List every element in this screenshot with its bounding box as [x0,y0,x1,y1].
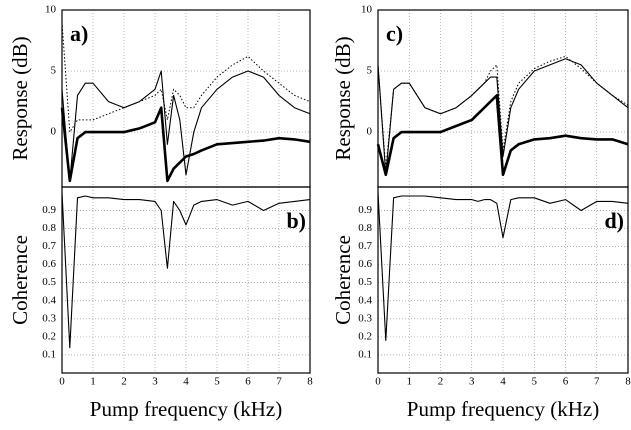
y-tick-label: 0 [367,126,373,138]
y-tick-label: 0.6 [42,258,56,270]
y-tick-label: 0.6 [358,258,372,270]
data-line [61,70,311,182]
y-tick-label: 0.4 [358,294,372,306]
y-tick-label: 0.1 [42,348,56,360]
x-tick-label: 7 [594,376,600,388]
x-tick-label: 8 [307,376,313,388]
data-line [377,55,629,170]
data-line [61,192,311,349]
x-tick-label: 2 [438,376,444,388]
x-tick-label: 1 [90,376,96,388]
data-line [376,94,629,177]
data-line [60,106,311,183]
y-tick-label: 0.3 [358,312,372,324]
x-tick-label: 4 [183,376,189,388]
y-tick-label: 0.4 [42,294,56,306]
data-line [377,58,629,176]
plot-frame [377,186,629,374]
y-tick-label: 0.3 [42,312,56,324]
x-tick-label: 7 [276,376,282,388]
panel-label: b) [286,208,306,233]
y-tick-label: 10 [45,4,57,16]
y-axis-label: Response (dB) [8,36,32,160]
x-tick-label: 0 [59,376,65,388]
y-tick-label: 0.5 [42,276,56,288]
data-line [61,22,311,133]
y-tick-label: 0.5 [358,276,372,288]
x-tick-label: 1 [407,376,413,388]
y-tick-label: 0.2 [358,330,372,342]
y-tick-label: 5 [367,65,373,77]
y-tick-label: 0.8 [42,222,56,234]
y-axis-label: Response (dB) [331,36,355,160]
y-tick-label: 0.1 [358,348,372,360]
x-tick-label: 0 [375,376,381,388]
y-axis-label: Coherence [8,235,32,325]
y-tick-label: 0.7 [42,240,56,252]
x-tick-label: 5 [532,376,538,388]
panel-label: d) [604,208,624,233]
x-tick-label: 3 [152,376,158,388]
x-tick-label: 8 [625,376,631,388]
y-axis-label: Coherence [331,235,355,325]
x-tick-label: 3 [469,376,475,388]
y-tick-label: 0 [51,126,57,138]
x-tick-label: 6 [563,376,569,388]
y-tick-label: 10 [361,4,373,16]
panel-label: a) [70,21,88,46]
plot-frame [61,186,311,374]
x-tick-label: 6 [245,376,251,388]
x-axis-label: Pump frequency (kHz) [407,397,599,421]
data-line [377,192,629,342]
y-tick-label: 0.2 [42,330,56,342]
y-tick-label: 0.9 [358,204,372,216]
y-tick-label: 5 [51,65,57,77]
x-axis-label: Pump frequency (kHz) [90,397,282,421]
y-tick-label: 0.9 [42,204,56,216]
y-tick-label: 0.7 [358,240,372,252]
y-tick-label: 0.8 [358,222,372,234]
x-tick-label: 5 [214,376,220,388]
panel-label: c) [386,21,403,46]
x-tick-label: 2 [121,376,127,388]
x-tick-label: 4 [500,376,506,388]
